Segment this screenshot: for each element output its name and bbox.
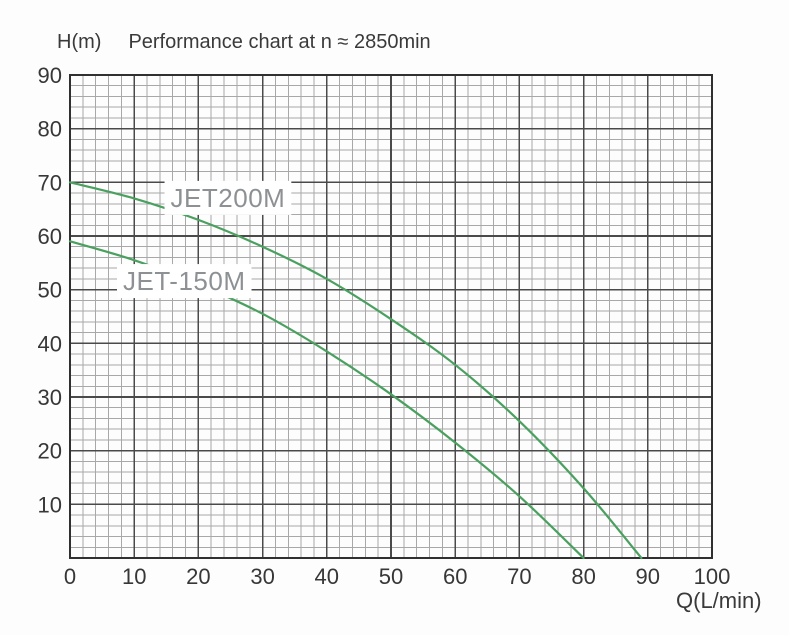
plot-border: [68, 73, 714, 560]
series-label-bg: [164, 180, 292, 215]
chart-header: H(m) Performance chart at n ≈ 2850min: [57, 31, 431, 54]
y-tick-label: 90: [38, 63, 62, 88]
y-tick-label: 30: [38, 385, 62, 410]
x-tick-label: 10: [122, 564, 146, 589]
y-tick-label: 50: [38, 278, 62, 303]
x-tick-label: 70: [507, 564, 531, 589]
x-tick-label: 40: [315, 564, 339, 589]
series-label-jet200m: JET200M: [164, 180, 292, 215]
series-label-bg: [117, 264, 252, 299]
y-tick-label: 70: [38, 170, 62, 195]
y-tick-label: 40: [38, 331, 62, 356]
x-tick-label: 0: [64, 564, 76, 589]
x-tick-label: 100: [694, 564, 731, 589]
x-tick-label: 80: [571, 564, 595, 589]
series-label-jet150m: JET-150M: [117, 264, 252, 299]
x-axis-label: Q(L/min): [676, 588, 762, 613]
series-label-text: JET-150M: [123, 266, 246, 296]
x-tick-labels: 0 10 20 30 40 50 60 70 80 90 100: [64, 564, 730, 589]
x-tick-label: 50: [379, 564, 403, 589]
y-tick-label: 10: [38, 492, 62, 517]
x-tick-label: 90: [636, 564, 660, 589]
y-tick-labels: 10 20 30 40 50 60 70 80 90: [38, 63, 62, 517]
x-tick-label: 60: [443, 564, 467, 589]
y-tick-label: 20: [38, 439, 62, 464]
y-tick-label: 60: [38, 224, 62, 249]
y-tick-label: 80: [38, 117, 62, 142]
chart-title: Performance chart at n ≈ 2850min: [128, 31, 431, 53]
series-label-text: JET200M: [171, 183, 286, 213]
grid-major: [69, 74, 713, 559]
x-tick-label: 20: [186, 564, 210, 589]
x-tick-label: 30: [250, 564, 274, 589]
y-axis-label: H(m): [57, 31, 102, 53]
